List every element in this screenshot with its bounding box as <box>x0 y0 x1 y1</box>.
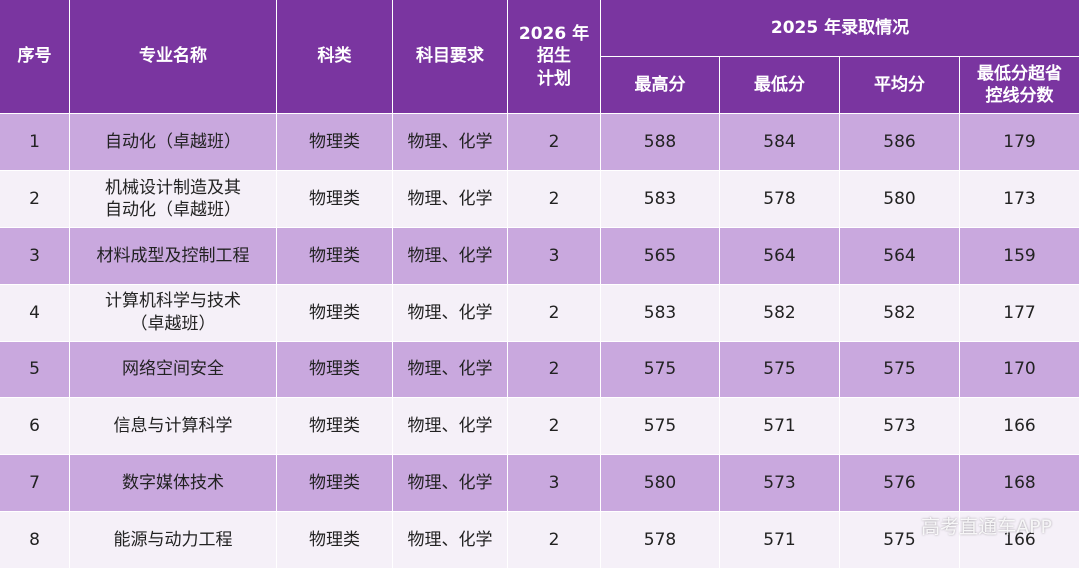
table-cell: 177 <box>960 284 1080 342</box>
table-cell: 8 <box>0 512 70 569</box>
sub-header-cell: 平均分 <box>840 57 960 114</box>
table-cell: 4 <box>0 284 70 342</box>
table-cell: 571 <box>720 512 840 569</box>
table-cell: 物理类 <box>277 284 393 342</box>
table-cell: 2 <box>508 341 601 399</box>
table-cell: 564 <box>720 227 840 285</box>
table-cell: 583 <box>601 170 720 228</box>
table-cell: 物理、化学 <box>393 284 508 342</box>
table-cell: 578 <box>601 512 720 569</box>
table-cell: 物理类 <box>277 512 393 569</box>
table-cell: 582 <box>720 284 840 342</box>
table-cell: 583 <box>601 284 720 342</box>
table-cell: 物理、化学 <box>393 170 508 228</box>
table-cell: 5 <box>0 341 70 399</box>
table-cell: 2 <box>508 170 601 228</box>
table-cell: 3 <box>508 455 601 513</box>
header-cell: 科目要求 <box>393 0 508 114</box>
table-cell: 166 <box>960 398 1080 456</box>
table-cell: 物理、化学 <box>393 512 508 569</box>
table-cell: 573 <box>840 398 960 456</box>
table-cell: 576 <box>840 455 960 513</box>
table-cell: 物理类 <box>277 114 393 171</box>
sub-header-cell: 最高分 <box>601 57 720 114</box>
table-cell: 7 <box>0 455 70 513</box>
table-cell: 564 <box>840 227 960 285</box>
table-cell: 580 <box>840 170 960 228</box>
table-cell: 数字媒体技术 <box>70 455 277 513</box>
table-cell: 物理类 <box>277 455 393 513</box>
sub-header-cell: 最低分超省 控线分数 <box>960 57 1080 114</box>
header-cell: 2026 年 招生 计划 <box>508 0 601 114</box>
table-cell: 物理类 <box>277 227 393 285</box>
table-cell: 170 <box>960 341 1080 399</box>
table-cell: 2 <box>508 114 601 171</box>
table-cell: 584 <box>720 114 840 171</box>
table-cell: 6 <box>0 398 70 456</box>
table-cell: 物理、化学 <box>393 114 508 171</box>
table-cell: 物理类 <box>277 170 393 228</box>
table-cell: 575 <box>840 512 960 569</box>
group-header-cell: 2025 年录取情况 <box>601 0 1080 57</box>
watermark: 高考直通车APP <box>921 516 1052 538</box>
table-cell: 2 <box>508 398 601 456</box>
table-cell: 2 <box>508 512 601 569</box>
table-cell: 575 <box>840 341 960 399</box>
table-cell: 159 <box>960 227 1080 285</box>
table-cell: 575 <box>720 341 840 399</box>
sub-header-cell: 最低分 <box>720 57 840 114</box>
table-cell: 571 <box>720 398 840 456</box>
table-cell: 自动化（卓越班） <box>70 114 277 171</box>
table-cell: 2 <box>508 284 601 342</box>
table-cell: 信息与计算科学 <box>70 398 277 456</box>
table-cell: 166 <box>960 512 1080 569</box>
table-cell: 580 <box>601 455 720 513</box>
header-cell: 序号 <box>0 0 70 114</box>
header-cell: 科类 <box>277 0 393 114</box>
table-cell: 计算机科学与技术 （卓越班） <box>70 284 277 342</box>
table-cell: 能源与动力工程 <box>70 512 277 569</box>
table-cell: 物理类 <box>277 341 393 399</box>
table-cell: 575 <box>601 398 720 456</box>
table-cell: 588 <box>601 114 720 171</box>
table-cell: 3 <box>508 227 601 285</box>
table-cell: 582 <box>840 284 960 342</box>
table-cell: 173 <box>960 170 1080 228</box>
table-cell: 3 <box>0 227 70 285</box>
table-cell: 物理、化学 <box>393 341 508 399</box>
table-cell: 586 <box>840 114 960 171</box>
table-cell: 机械设计制造及其 自动化（卓越班） <box>70 170 277 228</box>
header-cell: 专业名称 <box>70 0 277 114</box>
table-cell: 物理、化学 <box>393 455 508 513</box>
table-cell: 物理类 <box>277 398 393 456</box>
table-cell: 168 <box>960 455 1080 513</box>
table-cell: 2 <box>0 170 70 228</box>
table-cell: 565 <box>601 227 720 285</box>
table-cell: 物理、化学 <box>393 227 508 285</box>
table-cell: 179 <box>960 114 1080 171</box>
table-cell: 1 <box>0 114 70 171</box>
table-cell: 573 <box>720 455 840 513</box>
table-cell: 578 <box>720 170 840 228</box>
table-cell: 物理、化学 <box>393 398 508 456</box>
table-cell: 材料成型及控制工程 <box>70 227 277 285</box>
table-cell: 网络空间安全 <box>70 341 277 399</box>
table-cell: 575 <box>601 341 720 399</box>
